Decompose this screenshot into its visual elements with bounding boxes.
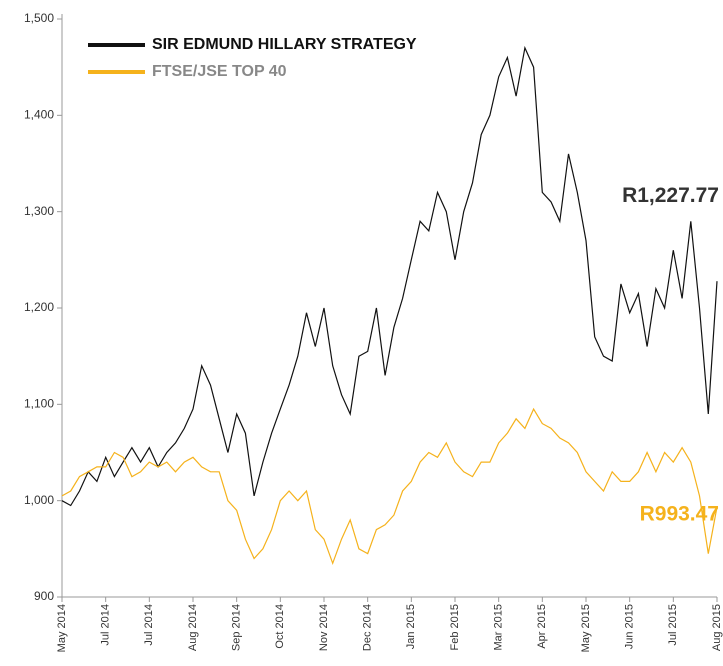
x-tick-label: Apr 2015 [536,604,548,649]
x-tick-label: Aug 2014 [187,604,199,651]
x-tick-label: Jun 2015 [624,604,636,649]
x-tick-label: Feb 2015 [449,604,461,650]
y-tick-label: 1,500 [24,11,54,25]
x-tick-label: Mar 2015 [493,604,505,650]
y-tick-label: 1,100 [24,397,54,411]
y-tick-label: 1,000 [24,493,54,507]
value-label: R1,227.77 [622,184,719,207]
legend-label: FTSE/JSE TOP 40 [152,63,287,80]
x-tick-label: Dec 2014 [362,604,374,651]
series-line [61,407,718,566]
x-tick-label: Sep 2014 [231,604,243,651]
x-tick-label: May 2015 [580,604,592,652]
x-tick-label: Jan 2015 [405,604,417,649]
y-tick-label: 1,200 [24,300,54,314]
y-tick-label: 1,400 [24,108,54,122]
x-tick-label: Aug 2015 [711,604,723,651]
y-tick-label: 900 [34,589,54,603]
x-tick-label: Nov 2014 [318,604,330,651]
value-label: R993.47 [640,503,719,526]
series-line [61,45,718,507]
x-tick-label: Oct 2014 [274,604,286,649]
x-tick-label: Jul 2014 [100,604,112,646]
y-tick-label: 1,300 [24,204,54,218]
x-tick-label: Jul 2014 [143,604,155,646]
x-tick-label: Jul 2015 [667,604,679,646]
legend-label: SIR EDMUND HILLARY STRATEGY [152,36,417,53]
x-tick-label: May 2014 [56,604,68,652]
